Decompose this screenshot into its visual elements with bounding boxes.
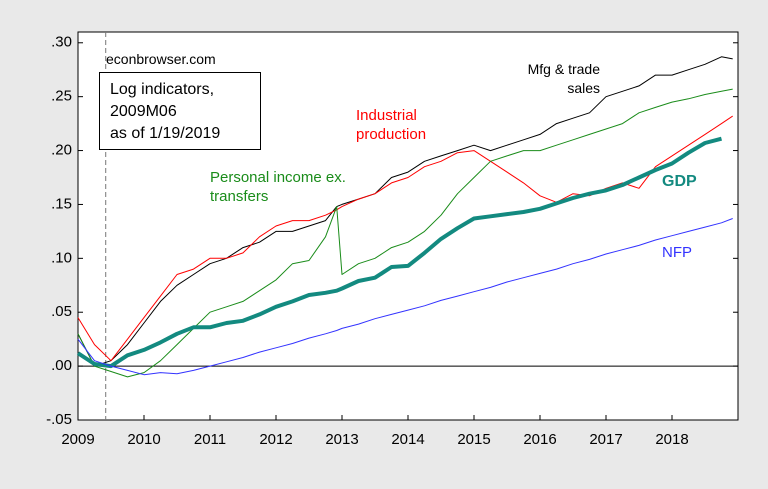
note-line: 2009M06 <box>110 103 177 120</box>
x-tick-label: 2011 <box>194 431 226 448</box>
series-label: GDP <box>662 173 697 190</box>
series-label: Mfg & trade sales <box>527 61 600 96</box>
y-tick-label: .10 <box>51 249 72 266</box>
x-tick-label: 2018 <box>655 431 688 448</box>
series-label: Industrial production <box>356 107 427 143</box>
note-box: Log indicators, 2009M06 as of 1/19/2019 <box>99 72 261 150</box>
series-line <box>76 136 723 369</box>
y-tick-label: .25 <box>51 88 72 105</box>
y-tick-label: .20 <box>51 142 72 159</box>
note-line: Log indicators, <box>110 81 215 98</box>
y-tick-label: .00 <box>51 357 72 374</box>
x-tick-label: 2009 <box>61 431 94 448</box>
series-line <box>77 218 733 376</box>
series-label: NFP <box>662 244 692 261</box>
x-tick-label: 2017 <box>589 431 622 448</box>
y-tick-label: .30 <box>51 34 72 51</box>
x-tick-label: 2015 <box>457 431 490 448</box>
series-line <box>77 88 733 378</box>
y-tick-label: .05 <box>51 303 72 320</box>
source: econbrowser.com <box>106 51 216 67</box>
x-tick-label: 2012 <box>259 431 292 448</box>
y-tick-label: .15 <box>51 195 72 212</box>
series-label: Personal income ex. transfers <box>210 169 346 205</box>
note-line: as of 1/19/2019 <box>110 125 221 142</box>
x-tick-label: 2014 <box>391 431 424 448</box>
y-tick-label: -.05 <box>46 411 72 428</box>
x-tick-label: 2010 <box>127 431 160 448</box>
x-tick-label: 2016 <box>523 431 556 448</box>
series-line <box>77 56 733 367</box>
x-tick-label: 2013 <box>325 431 358 448</box>
